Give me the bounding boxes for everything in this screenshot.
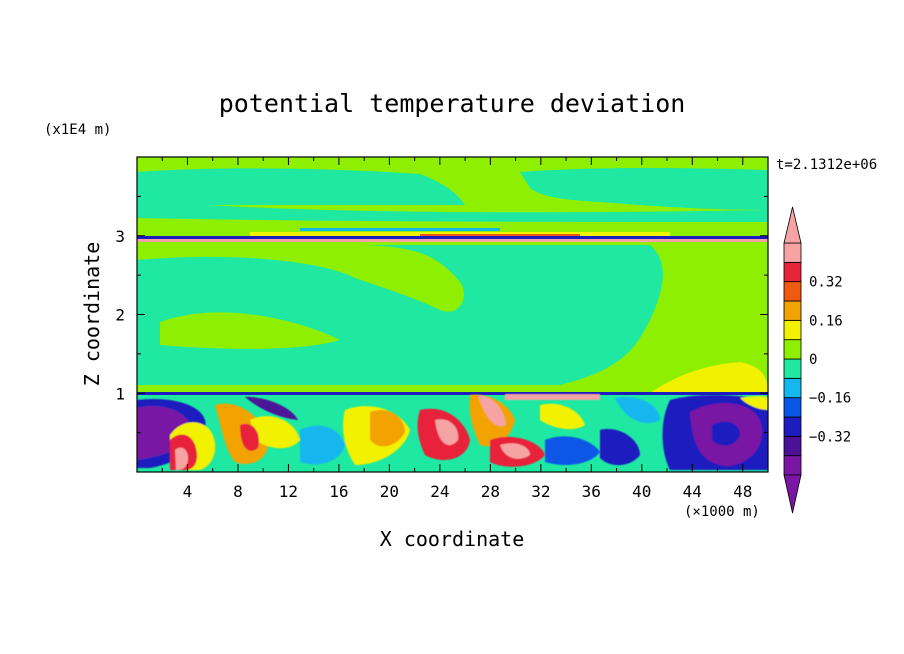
colorbar-segment xyxy=(783,455,802,476)
x-tick-label: 24 xyxy=(430,482,449,501)
x-tick-label: 4 xyxy=(183,482,193,501)
blob-cyan-5 xyxy=(300,425,345,465)
y-unit-label: (x1E4 m) xyxy=(44,122,111,138)
sheet-top-pink xyxy=(137,239,768,242)
colorbar-segment xyxy=(783,435,802,457)
x-tick-label: 48 xyxy=(733,482,752,501)
y-axis-label: Z coordinate xyxy=(80,242,104,387)
x-tick-label: 20 xyxy=(380,482,399,501)
x-tick-label: 28 xyxy=(481,482,500,501)
blob-yellow-10 xyxy=(540,403,585,430)
plot-area xyxy=(137,157,768,472)
colorbar-segment xyxy=(783,319,802,341)
blob-orange-6 xyxy=(370,410,405,447)
field-region-upper-right xyxy=(520,168,768,210)
x-tick-label: 16 xyxy=(329,482,348,501)
field-region-mid xyxy=(137,245,663,385)
x-tick-label: 12 xyxy=(279,482,298,501)
x-unit-label: (×1000 m) xyxy=(684,504,760,520)
x-tick-label: 32 xyxy=(531,482,550,501)
y-tick-label: 1 xyxy=(115,384,125,403)
blob-pink-8 xyxy=(478,395,506,427)
colorbar-under-triangle xyxy=(783,474,802,514)
colorbar-tick-label: 0.16 xyxy=(809,313,843,329)
field-region-mid-light xyxy=(160,312,340,349)
colorbar-segment xyxy=(783,358,802,379)
colorbar-over-triangle xyxy=(783,206,802,244)
x-axis-label: X coordinate xyxy=(380,527,525,551)
x-tick-label: 36 xyxy=(582,482,601,501)
blob-cyan-11 xyxy=(615,397,660,424)
colorbar-tick-label: −0.16 xyxy=(809,391,851,407)
colorbar-segment xyxy=(783,377,802,399)
x-tick-label: 8 xyxy=(233,482,243,501)
blob-yellow-right xyxy=(740,396,768,410)
time-label: t=2.1312e+06 xyxy=(776,157,877,173)
colorbar-segment xyxy=(783,281,802,302)
y-tick-label: 3 xyxy=(115,227,125,246)
blob-blue-10 xyxy=(545,436,600,465)
colorbar-segment xyxy=(783,261,802,283)
field-region-upper-left xyxy=(137,168,465,205)
blob-pink-1 xyxy=(175,447,188,470)
colorbar-segment xyxy=(783,397,802,418)
sheet-top-orange xyxy=(420,234,580,236)
blob-yellow-3 xyxy=(250,416,300,449)
blob-pink-9 xyxy=(500,443,530,459)
blob-blue-right-inner xyxy=(712,421,740,446)
blob-purple-4 xyxy=(245,396,298,420)
colorbar-segment xyxy=(783,242,802,263)
x-tick-label: 44 xyxy=(683,482,702,501)
blob-pink-strip xyxy=(505,394,600,400)
sheet-top-cyan xyxy=(300,228,500,231)
colorbar-tick-label: 0 xyxy=(809,352,817,368)
y-axis: 1 2 3 xyxy=(115,195,768,434)
sheet-top-blue xyxy=(137,236,768,239)
colorbar: 0.32 0.16 0 −0.16 −0.32 xyxy=(783,206,851,514)
lower-layer-top-blue xyxy=(137,392,768,395)
colorbar-tick-label: 0.32 xyxy=(809,275,843,291)
chart-title: potential temperature deviation xyxy=(219,89,686,118)
x-axis: 4 8 12 16 20 24 28 32 36 40 44 48 xyxy=(161,157,752,501)
y-tick-label: 2 xyxy=(115,306,125,325)
colorbar-segment xyxy=(783,339,802,360)
colorbar-segment xyxy=(783,300,802,321)
blob-pink-7 xyxy=(435,419,459,446)
blob-red-3 xyxy=(240,423,259,451)
blob-blue-11 xyxy=(600,429,640,466)
colorbar-segment xyxy=(783,416,802,437)
field-region-upper-band xyxy=(137,200,768,222)
field-region-right-green xyxy=(600,341,768,393)
field-region-right-warm xyxy=(640,361,768,393)
x-tick-label: 40 xyxy=(632,482,651,501)
colorbar-tick-label: −0.32 xyxy=(809,429,851,445)
